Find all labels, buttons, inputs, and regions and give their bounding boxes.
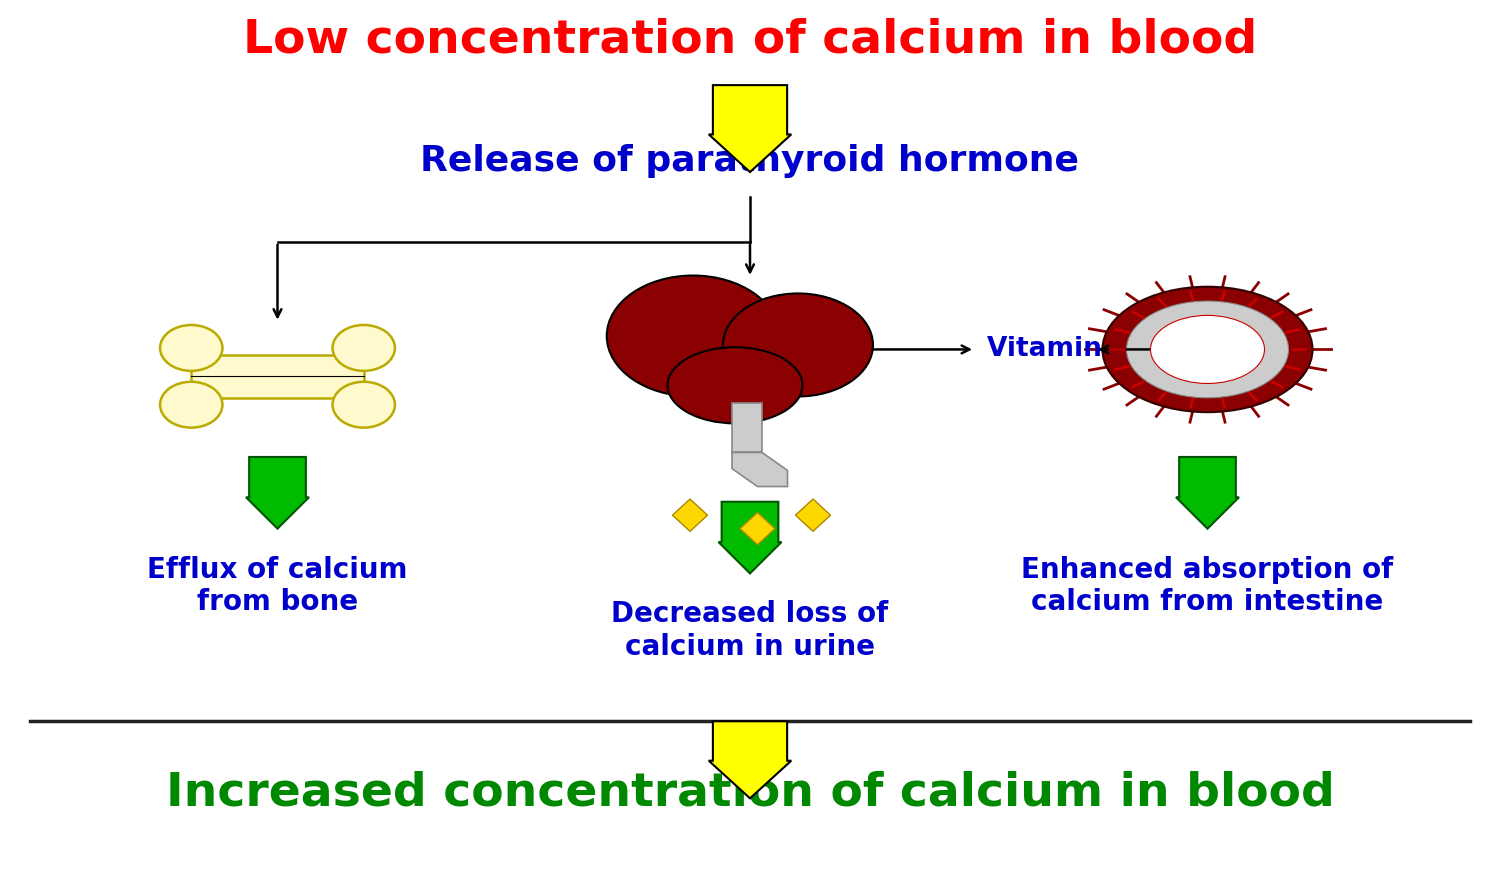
Text: Enhanced absorption of
calcium from intestine: Enhanced absorption of calcium from inte… <box>1022 556 1394 616</box>
Ellipse shape <box>160 382 222 427</box>
Polygon shape <box>672 499 708 531</box>
Ellipse shape <box>668 347 802 424</box>
Polygon shape <box>1176 457 1239 529</box>
Text: Low concentration of calcium in blood: Low concentration of calcium in blood <box>243 18 1257 63</box>
Text: Vitamin D: Vitamin D <box>987 336 1132 363</box>
Text: Decreased loss of
calcium in urine: Decreased loss of calcium in urine <box>612 600 888 660</box>
Circle shape <box>1126 301 1288 398</box>
FancyBboxPatch shape <box>732 403 762 452</box>
Polygon shape <box>732 452 788 487</box>
Ellipse shape <box>606 275 780 396</box>
Text: Release of parathyroid hormone: Release of parathyroid hormone <box>420 144 1080 178</box>
Polygon shape <box>795 499 831 531</box>
Circle shape <box>1150 315 1264 383</box>
Polygon shape <box>708 85 792 172</box>
Circle shape <box>1102 287 1312 412</box>
Polygon shape <box>718 502 782 573</box>
Polygon shape <box>246 457 309 529</box>
FancyBboxPatch shape <box>192 355 363 398</box>
Text: Efflux of calcium
from bone: Efflux of calcium from bone <box>147 556 408 616</box>
Ellipse shape <box>723 294 873 396</box>
Ellipse shape <box>333 325 394 371</box>
Polygon shape <box>708 721 792 798</box>
Text: Increased concentration of calcium in blood: Increased concentration of calcium in bl… <box>165 771 1335 815</box>
Ellipse shape <box>333 382 394 427</box>
Polygon shape <box>740 513 776 545</box>
Ellipse shape <box>160 325 222 371</box>
